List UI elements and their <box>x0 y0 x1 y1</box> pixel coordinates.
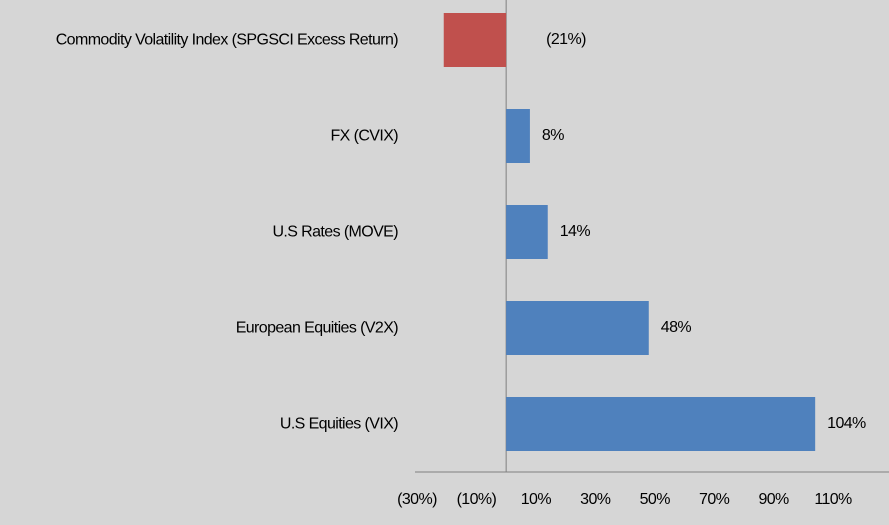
category-label: U.S Rates (MOVE) <box>272 223 398 241</box>
value-label: 48% <box>661 319 692 336</box>
category-label: European Equities (V2X) <box>235 319 399 337</box>
bar <box>443 13 507 67</box>
x-tick-label: 30% <box>580 491 611 508</box>
category-label: FX (CVIX) <box>330 127 399 145</box>
category-label: U.S Equities (VIX) <box>279 415 399 433</box>
value-label: (21%) <box>546 31 586 48</box>
x-tick-label: 10% <box>521 491 552 508</box>
bar <box>506 205 548 259</box>
x-tick-label: 50% <box>640 491 671 508</box>
value-label: 8% <box>542 127 564 144</box>
bar <box>506 397 816 451</box>
x-tick-label: (30%) <box>397 491 437 508</box>
x-tick-label: 70% <box>699 491 730 508</box>
x-tick-label: (10%) <box>457 491 497 508</box>
x-tick-label: 110% <box>814 491 852 508</box>
x-tick-label: 90% <box>758 491 789 508</box>
value-label: 104% <box>827 415 866 432</box>
bar <box>506 109 530 163</box>
bar <box>506 301 649 355</box>
category-label: Commodity Volatility Index (SPGSCI Exces… <box>55 31 399 49</box>
value-label: 14% <box>560 223 591 240</box>
